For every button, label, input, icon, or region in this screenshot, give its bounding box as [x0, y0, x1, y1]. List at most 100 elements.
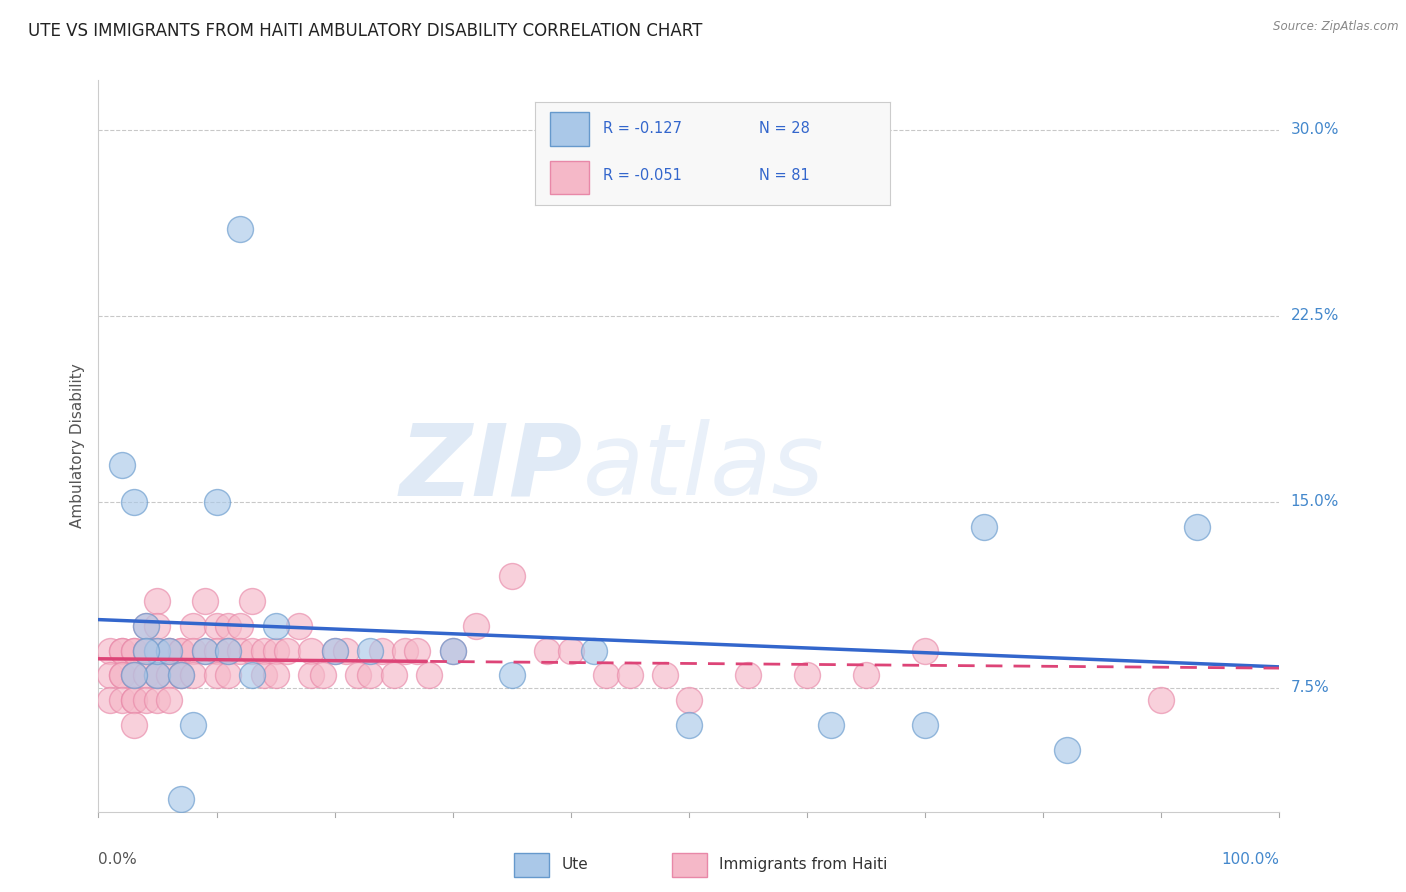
Point — [157, 643, 180, 657]
Point — [382, 668, 405, 682]
Point — [619, 668, 641, 682]
Text: 7.5%: 7.5% — [1291, 681, 1329, 695]
Point — [111, 643, 134, 657]
Point — [796, 668, 818, 682]
Point — [264, 643, 287, 657]
Point — [111, 668, 134, 682]
Point — [276, 643, 298, 657]
Point — [122, 668, 145, 682]
Point — [288, 619, 311, 633]
Point — [122, 693, 145, 707]
Point — [253, 643, 276, 657]
Point — [217, 619, 239, 633]
Point — [501, 569, 523, 583]
Point — [914, 643, 936, 657]
Text: Source: ZipAtlas.com: Source: ZipAtlas.com — [1274, 20, 1399, 33]
Point — [157, 643, 180, 657]
Point — [122, 718, 145, 732]
Point — [312, 668, 335, 682]
Point — [135, 643, 157, 657]
Point — [205, 643, 228, 657]
Point — [347, 668, 370, 682]
Point — [157, 643, 180, 657]
Point — [122, 643, 145, 657]
Point — [359, 668, 381, 682]
Point — [157, 693, 180, 707]
Point — [914, 718, 936, 732]
Point — [229, 222, 252, 236]
Point — [170, 792, 193, 806]
Point — [194, 594, 217, 608]
Point — [973, 519, 995, 533]
Point — [122, 495, 145, 509]
Text: UTE VS IMMIGRANTS FROM HAITI AMBULATORY DISABILITY CORRELATION CHART: UTE VS IMMIGRANTS FROM HAITI AMBULATORY … — [28, 22, 703, 40]
Point — [406, 643, 429, 657]
Point — [253, 668, 276, 682]
Point — [170, 643, 193, 657]
Point — [371, 643, 394, 657]
Bar — [672, 853, 707, 877]
Point — [170, 668, 193, 682]
Point — [157, 668, 180, 682]
Point — [181, 718, 204, 732]
Point — [122, 693, 145, 707]
Point — [111, 668, 134, 682]
Point — [122, 668, 145, 682]
Point — [135, 619, 157, 633]
Point — [146, 668, 169, 682]
Point — [205, 619, 228, 633]
Point — [217, 643, 239, 657]
Point — [240, 594, 263, 608]
Point — [111, 693, 134, 707]
Point — [146, 643, 169, 657]
Point — [323, 643, 346, 657]
Point — [299, 668, 322, 682]
Point — [465, 619, 488, 633]
Point — [240, 643, 263, 657]
Bar — [515, 853, 550, 877]
Point — [441, 643, 464, 657]
Point — [418, 668, 440, 682]
Point — [111, 458, 134, 472]
Point — [229, 619, 252, 633]
Text: 15.0%: 15.0% — [1291, 494, 1339, 509]
Point — [194, 643, 217, 657]
Point — [441, 643, 464, 657]
Point — [240, 668, 263, 682]
Point — [146, 643, 169, 657]
Point — [122, 668, 145, 682]
Point — [146, 668, 169, 682]
Point — [135, 668, 157, 682]
Point — [501, 668, 523, 682]
Text: Immigrants from Haiti: Immigrants from Haiti — [718, 857, 887, 872]
Point — [217, 643, 239, 657]
Point — [335, 643, 357, 657]
Point — [170, 668, 193, 682]
Text: atlas: atlas — [582, 419, 824, 516]
Point — [264, 668, 287, 682]
Point — [146, 693, 169, 707]
Point — [98, 693, 121, 707]
Point — [394, 643, 416, 657]
Y-axis label: Ambulatory Disability: Ambulatory Disability — [69, 364, 84, 528]
Point — [1185, 519, 1208, 533]
Point — [1056, 743, 1078, 757]
Point — [181, 668, 204, 682]
Point — [135, 643, 157, 657]
Point — [217, 668, 239, 682]
Point — [181, 619, 204, 633]
Point — [135, 643, 157, 657]
Text: N = 81: N = 81 — [759, 169, 810, 184]
Point — [820, 718, 842, 732]
Point — [595, 668, 617, 682]
Point — [111, 643, 134, 657]
Point — [323, 643, 346, 657]
Bar — [550, 112, 589, 146]
Point — [205, 668, 228, 682]
Point — [583, 643, 606, 657]
Point — [146, 668, 169, 682]
Point — [194, 643, 217, 657]
Point — [170, 668, 193, 682]
Point — [122, 643, 145, 657]
Text: R = -0.051: R = -0.051 — [603, 169, 682, 184]
